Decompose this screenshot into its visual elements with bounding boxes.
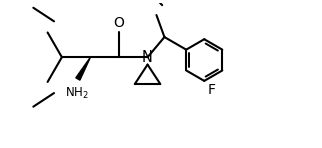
- Text: N: N: [142, 50, 153, 65]
- Text: O: O: [114, 16, 124, 30]
- Polygon shape: [76, 57, 90, 80]
- Text: NH$_2$: NH$_2$: [65, 86, 89, 102]
- Text: F: F: [208, 83, 216, 97]
